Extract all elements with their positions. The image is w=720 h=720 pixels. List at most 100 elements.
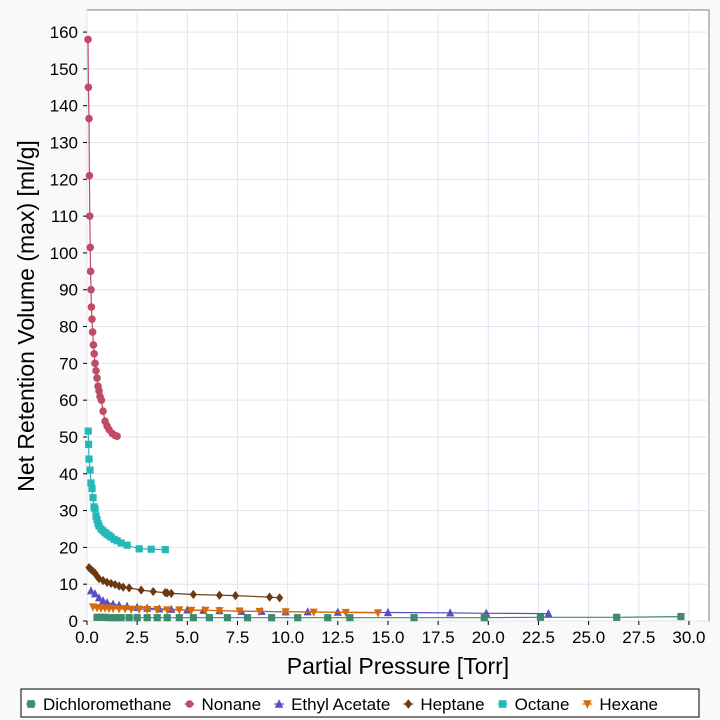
data-point [153,614,161,622]
legend-item: Hexane [582,695,658,714]
data-point [205,614,213,622]
data-point [85,440,93,448]
data-point [163,588,171,598]
x-axis-title: Partial Pressure [Torr] [287,653,509,679]
data-point [167,588,175,598]
legend-label: Dichloromethane [43,695,172,714]
legend-marker [274,699,284,708]
data-point [92,366,100,375]
data-point [108,604,118,614]
data-point [480,614,488,622]
legend-item: Dichloromethane [26,695,172,714]
data-point [92,512,100,520]
legend-item: Ethyl Acetate [274,695,390,714]
data-point [223,614,232,622]
data-point [163,606,172,615]
data-point [84,35,92,44]
y-tick-label: 140 [50,97,78,116]
data-point [85,171,94,180]
y-tick-label: 150 [50,60,78,79]
data-point [175,606,184,615]
x-tick-label: 25.0 [572,628,605,647]
legend-item: Nonane [184,695,261,714]
data-point [536,613,545,621]
data-point [117,539,125,547]
data-point [677,612,685,621]
data-point [84,83,93,92]
data-point [90,589,100,598]
y-axis-title: Net Retention Volume (max) [ml/g] [13,140,39,492]
data-point [88,484,96,493]
data-point [137,585,145,595]
data-point [123,541,131,549]
data-point [91,505,99,513]
data-point [410,614,418,622]
y-tick-label: 10 [59,575,78,594]
data-point [133,614,141,622]
y-tick-label: 130 [50,134,78,153]
data-point [143,614,151,622]
x-tick-label: 22.5 [522,628,555,647]
data-point [88,328,97,336]
data-point [135,605,144,614]
x-tick-label: 7.5 [226,628,250,647]
y-tick-label: 100 [50,244,78,263]
data-point [93,571,101,581]
data-point [113,432,121,441]
data-point [324,614,332,622]
data-point [167,604,176,613]
series-nonane [84,35,121,441]
data-point [235,607,244,616]
data-point [303,607,312,616]
y-tick-label: 110 [51,207,78,226]
x-tick-label: 27.5 [622,628,655,647]
y-tick-label: 120 [50,170,78,189]
data-point [294,614,302,622]
data-point [153,605,162,615]
legend-marker [185,700,194,708]
data-point [281,608,290,617]
series-heptane [85,563,284,603]
data-point [99,575,107,586]
data-point [215,590,224,600]
data-point [267,614,276,622]
data-point [346,614,354,622]
data-point [341,608,350,618]
legend-label: Hexane [599,695,658,714]
data-point [84,427,92,435]
x-tick-label: 2.5 [125,628,149,647]
data-point [86,466,94,474]
data-point [121,605,130,614]
data-point [111,614,119,622]
legend-label: Octane [515,695,570,714]
data-point [107,578,115,589]
x-axis-ticks: 0.0 2.5 5.0 7.5 10.0 12.5 15.0 17.5 20.0 22.5 25.0… [75,621,705,647]
data-point [143,605,152,615]
data-point [147,545,155,553]
data-point [105,614,113,622]
data-point [88,315,96,323]
x-tick-label: 12.5 [321,628,354,647]
legend-marker [498,700,507,708]
x-tick-label: 15.0 [371,628,404,647]
data-point [446,608,455,617]
data-point [97,613,105,621]
data-point [93,613,101,621]
legend-label: Heptane [420,695,484,714]
data-point [135,545,143,553]
data-point [97,396,106,404]
data-point [86,243,95,252]
x-tick-label: 17.5 [422,628,455,647]
data-point [187,606,196,615]
series-octane [84,427,169,554]
y-tick-label: 70 [59,354,78,373]
data-point [94,593,104,602]
data-point [86,586,96,595]
y-axis-ticks: 0 10 20 30 40 50 60 70 80 90 100 110 120 130 140 150 160 [50,23,87,631]
series-hexane [88,603,383,618]
data-point [613,613,621,621]
data-point [544,609,553,618]
x-tick-label: 5.0 [176,628,200,647]
y-tick-label: 160 [50,23,78,42]
